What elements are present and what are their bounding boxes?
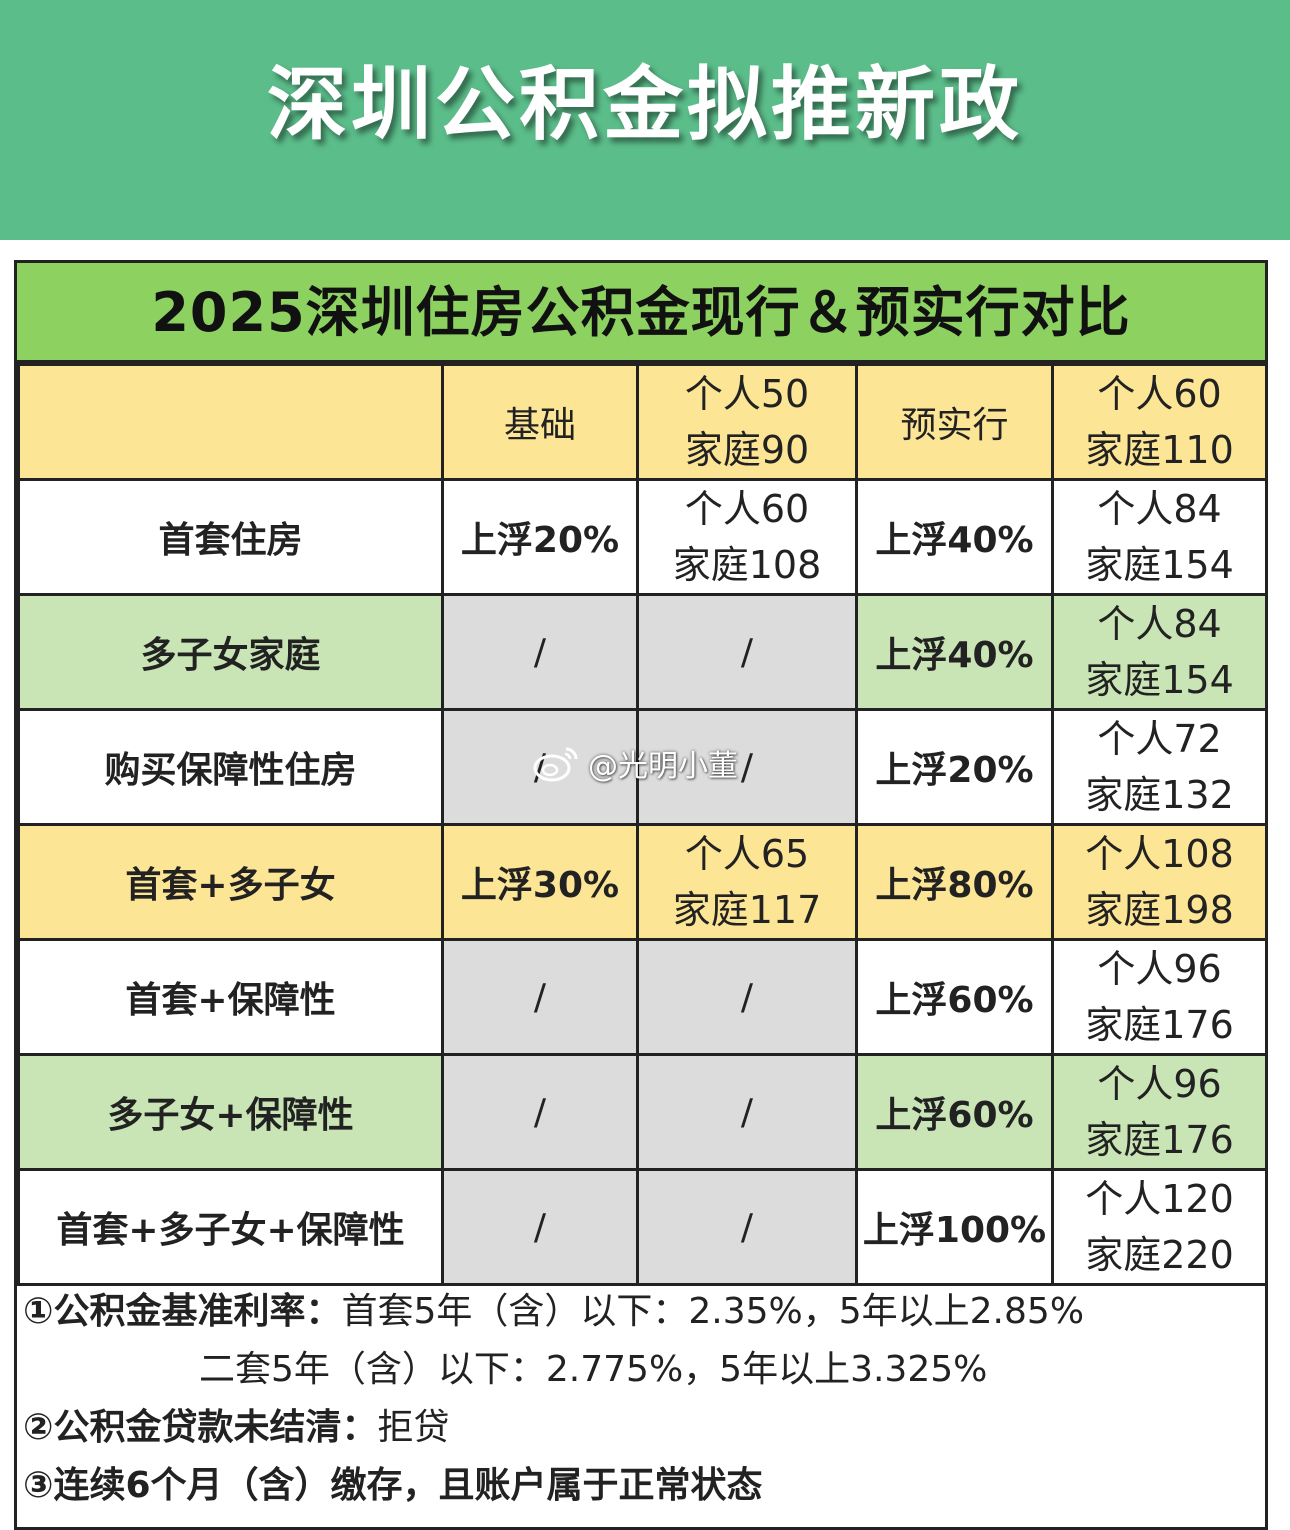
current-amount: / [636, 1168, 858, 1286]
note-rate-text: 首套5年（含）以下：2.35%，5年以上2.85% [341, 1291, 1085, 1332]
planned-float: 上浮60% [855, 938, 1054, 1056]
row-label: 购买保障性住房 [17, 708, 444, 826]
planned-float: 上浮40% [855, 478, 1054, 596]
planned-amount: 个人72 家庭132 [1051, 708, 1268, 826]
planned-amount: 个人84 家庭154 [1051, 593, 1268, 711]
current-float: 上浮30% [441, 823, 639, 941]
current-amount: / [636, 708, 858, 826]
table-row: 首套+保障性 / / 上浮60% 个人96 家庭176 [17, 938, 1268, 1056]
note-rate-label: ①公积金基准利率： [23, 1291, 342, 1332]
planned-float: 上浮40% [855, 593, 1054, 711]
comparison-table: 基础 个人50 家庭90 预实行 个人60 家庭110 首套住房 上浮20% 个人6… [17, 363, 1268, 1286]
weibo-icon [533, 747, 578, 782]
planned-amount: 个人120 家庭220 [1051, 1168, 1268, 1286]
row-label: 多子女+保障性 [17, 1053, 444, 1171]
row-label: 首套+多子女 [17, 823, 444, 941]
note-deposit: ③连续6个月（含）缴存，且账户属于正常状态 [23, 1465, 763, 1506]
planned-float: 上浮80% [855, 823, 1054, 941]
planned-float: 上浮60% [855, 1053, 1054, 1171]
table-row: 多子女家庭 / / 上浮40% 个人84 家庭154 [17, 593, 1268, 711]
header-planned: 预实行 [855, 363, 1054, 481]
current-float: / [441, 593, 639, 711]
page-title: 深圳公积金拟推新政 [267, 58, 1023, 151]
header-empty-cell [17, 363, 444, 481]
table-row: 首套+多子女 上浮30% 个人65 家庭117 上浮80% 个人108 家庭198 [17, 823, 1268, 941]
planned-float: 上浮20% [855, 708, 1054, 826]
current-amount: 个人60 家庭108 [636, 478, 858, 596]
row-label: 首套住房 [17, 478, 444, 596]
current-amount: / [636, 938, 858, 1056]
row-label: 多子女家庭 [17, 593, 444, 711]
row-label: 首套+多子女+保障性 [17, 1168, 444, 1286]
current-float: / [441, 938, 639, 1056]
note-rate-second: 二套5年（含）以下：2.775%，5年以上3.325% [199, 1349, 988, 1390]
note-loan-text: 拒贷 [377, 1407, 450, 1448]
table-row: 首套住房 上浮20% 个人60 家庭108 上浮40% 个人84 家庭154 [17, 478, 1268, 596]
header-basic: 基础 [441, 363, 639, 481]
comparison-card: 2025深圳住房公积金现行＆预实行对比 基础 个人50 家庭90 预实行 个人60… [14, 260, 1268, 1530]
current-float: / [441, 1168, 639, 1286]
table-row: 多子女+保障性 / / 上浮60% 个人96 家庭176 [17, 1053, 1268, 1171]
current-float: 上浮20% [441, 478, 639, 596]
watermark: @光明小董 [532, 740, 738, 786]
current-amount: 个人65 家庭117 [636, 823, 858, 941]
planned-amount: 个人96 家庭176 [1051, 1053, 1268, 1171]
planned-amount: 个人84 家庭154 [1051, 478, 1268, 596]
row-label: 首套+保障性 [17, 938, 444, 1056]
planned-amount: 个人108 家庭198 [1051, 823, 1268, 941]
current-amount: / [636, 593, 858, 711]
planned-float: 上浮100% [855, 1168, 1054, 1286]
card-title: 2025深圳住房公积金现行＆预实行对比 [17, 263, 1265, 363]
note-loan-label: ②公积金贷款未结清： [23, 1407, 378, 1448]
current-amount: / [636, 1053, 858, 1171]
table-row: 首套+多子女+保障性 / / 上浮100% 个人120 家庭220 [17, 1168, 1268, 1286]
header-basic-amount: 个人50 家庭90 [636, 363, 858, 481]
planned-amount: 个人96 家庭176 [1051, 938, 1268, 1056]
table-header-row: 基础 个人50 家庭90 预实行 个人60 家庭110 [17, 363, 1268, 481]
current-float: / [441, 1053, 639, 1171]
current-float: / [441, 708, 639, 826]
note-loan: ②公积金贷款未结清：拒贷 [23, 1399, 1253, 1457]
notes-section: ①公积金基准利率：首套5年（含）以下：2.35%，5年以上2.85% 二套5年（… [23, 1283, 1253, 1515]
note-rate: ①公积金基准利率：首套5年（含）以下：2.35%，5年以上2.85% [23, 1283, 1253, 1341]
header-planned-amount: 个人60 家庭110 [1051, 363, 1268, 481]
watermark-text: @光明小董 [588, 749, 738, 784]
header-banner: 深圳公积金拟推新政 [0, 0, 1290, 240]
table-row: 购买保障性住房 / / 上浮20% 个人72 家庭132 [17, 708, 1268, 826]
